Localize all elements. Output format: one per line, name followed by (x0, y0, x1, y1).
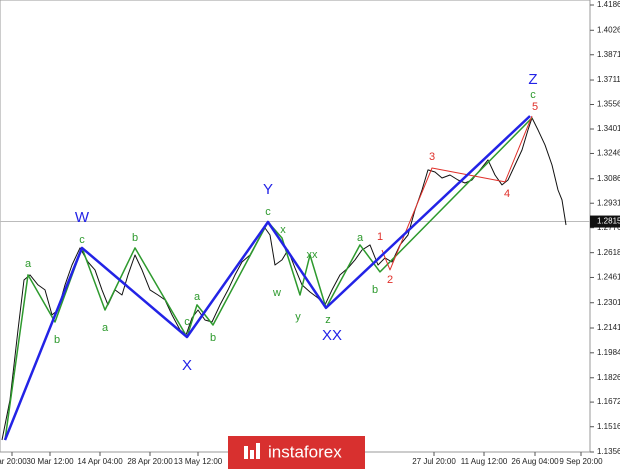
y-tick-label: 1.4186 (597, 0, 620, 9)
y-tick-label: 1.2301 (597, 298, 620, 307)
x-tick-label: 14 Apr 04:00 (77, 457, 123, 466)
y-tick-label: 1.4026 (597, 25, 620, 34)
y-tick-label: 1.3401 (597, 124, 620, 133)
wave-label: c (79, 234, 85, 246)
y-tick-label: 1.1984 (597, 348, 620, 357)
wave-label: w (272, 287, 281, 299)
y-tick-label: 1.1826 (597, 373, 620, 382)
wave-label: c (265, 206, 271, 218)
y-tick-label: 1.3871 (597, 50, 620, 59)
wave-label: Z (528, 71, 537, 88)
y-tick-label: 1.3086 (597, 174, 620, 183)
last-price-label: 1.2815 (597, 217, 620, 226)
logo: instaforex (228, 436, 365, 469)
wave-label: X (182, 357, 192, 374)
wave-label: 3 (429, 151, 435, 163)
y-tick-label: 1.1516 (597, 422, 620, 431)
wave-label: x (280, 224, 286, 236)
x-tick-label: 26 Aug 04:00 (511, 457, 559, 466)
y-tick-label: 1.3556 (597, 100, 620, 109)
wave-line (1, 117, 567, 441)
x-tick-label: 27 Jul 20:00 (412, 457, 456, 466)
y-tick-label: 1.2141 (597, 323, 620, 332)
wave-label: c (530, 89, 536, 101)
x-tick-label: ar 20:00 (0, 457, 27, 466)
wave-label: a (102, 322, 109, 334)
wave-label: a (194, 291, 201, 303)
wave-label: 2 (387, 274, 393, 286)
wave-line (4, 117, 533, 441)
x-tick-label: 13 May 12:00 (174, 457, 223, 466)
plot-frame (0, 0, 591, 453)
y-tick-label: 1.1356 (597, 447, 620, 456)
y-tick-label: 1.2461 (597, 273, 620, 282)
wave-label: b (372, 284, 378, 296)
wave-line (381, 115, 533, 271)
wave-label: xx (307, 249, 319, 261)
wave-label: 1 (377, 231, 383, 243)
wave-label: y (295, 311, 301, 323)
wave-label: a (25, 258, 32, 270)
y-tick-label: 1.1672 (597, 397, 620, 406)
wave-label: Y (263, 181, 273, 198)
last-price-box (590, 215, 620, 228)
wave-label: z (325, 314, 331, 326)
y-tick-label: 1.2618 (597, 248, 620, 257)
logo-icon (250, 450, 254, 459)
wave-label: a (357, 232, 364, 244)
x-tick-label: 28 Apr 20:00 (127, 457, 173, 466)
x-tick-label: 9 Sep 20:00 (559, 457, 603, 466)
logo-text: instaforex (268, 442, 342, 461)
wave-label: c (184, 316, 190, 328)
wave-label: b (54, 334, 60, 346)
wave-label: b (210, 332, 216, 344)
wave-line (3, 115, 531, 441)
x-tick-label: 11 Aug 12:00 (461, 457, 508, 466)
wave-label: 5 (532, 101, 538, 113)
wave-label: XX (322, 327, 342, 344)
logo-icon (256, 443, 260, 459)
wave-label: 4 (504, 188, 510, 200)
wave-label: W (75, 209, 90, 226)
y-tick-label: 1.3711 (597, 75, 620, 84)
y-tick-label: 1.2931 (597, 198, 620, 207)
logo-icon (244, 446, 248, 459)
x-tick-label: 30 Mar 12:00 (26, 457, 74, 466)
wave-label: b (132, 232, 138, 244)
y-tick-label: 1.3246 (597, 149, 620, 158)
